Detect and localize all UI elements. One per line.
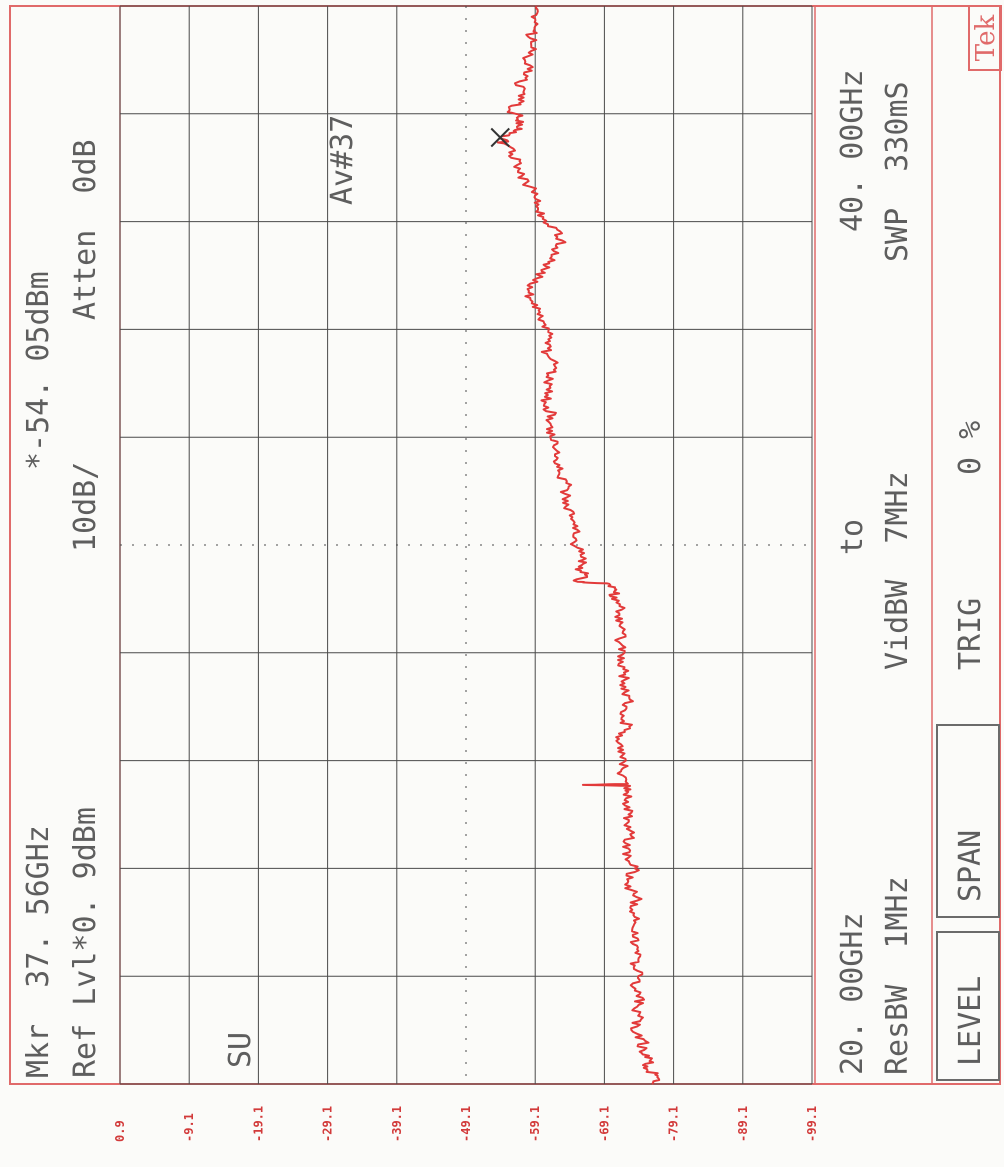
marker-x-stroke <box>490 127 510 148</box>
y-tick-label: -99.1 <box>805 1106 819 1142</box>
span-button[interactable]: SPAN <box>936 724 1000 918</box>
trigger-label: TRIG <box>953 598 988 670</box>
level-button[interactable]: LEVEL <box>936 931 1000 1081</box>
y-tick-label: -49.1 <box>459 1106 473 1142</box>
vertical-scale: 10dB/ <box>68 462 103 552</box>
tek-logo-box <box>968 5 1002 71</box>
y-tick-label: -59.1 <box>528 1106 542 1142</box>
resolution-bandwidth: ResBW 1MHz <box>880 876 915 1075</box>
y-tick-label: -79.1 <box>667 1106 681 1142</box>
su-indicator: SU <box>223 1032 258 1068</box>
marker-frequency: Mkr 37. 56GHz <box>21 825 56 1078</box>
marker-x-icon <box>490 127 510 148</box>
y-tick-label: -39.1 <box>390 1106 404 1142</box>
tek-logo: Tek <box>971 15 1001 62</box>
y-tick-label: 0.9 <box>113 1120 127 1142</box>
y-tick-label: -29.1 <box>321 1106 335 1142</box>
stop-frequency: 40. 00GHz <box>835 69 870 232</box>
spectrum-trace <box>496 5 661 1085</box>
chart-grid <box>119 5 813 1085</box>
trigger-value: 0 % <box>953 421 988 475</box>
attenuation: Atten 0dB <box>68 139 103 320</box>
start-frequency: 20. 00GHz <box>835 912 870 1075</box>
level-button-label: LEVEL <box>953 976 988 1066</box>
marker-level: *-54. 05dBm <box>21 271 56 470</box>
averaging-count: Av#37 <box>325 115 360 205</box>
span-button-label: SPAN <box>953 830 988 902</box>
y-tick-label: -19.1 <box>251 1106 265 1142</box>
y-tick-label: -69.1 <box>597 1106 611 1142</box>
video-bandwidth: VidBW 7MHz <box>880 471 915 670</box>
y-axis-tick-labels: 0.9 -9.1 -19.1 -29.1 -39.1 -49.1 -59.1 -69.1 -79… <box>113 1106 819 1142</box>
y-tick-label: -9.1 <box>182 1113 196 1142</box>
sweep-time: SWP 330mS <box>880 81 915 262</box>
reference-level: Ref Lvl*0. 9dBm <box>68 807 103 1078</box>
to-label: to <box>835 519 870 555</box>
y-tick-label: -89.1 <box>736 1106 750 1142</box>
